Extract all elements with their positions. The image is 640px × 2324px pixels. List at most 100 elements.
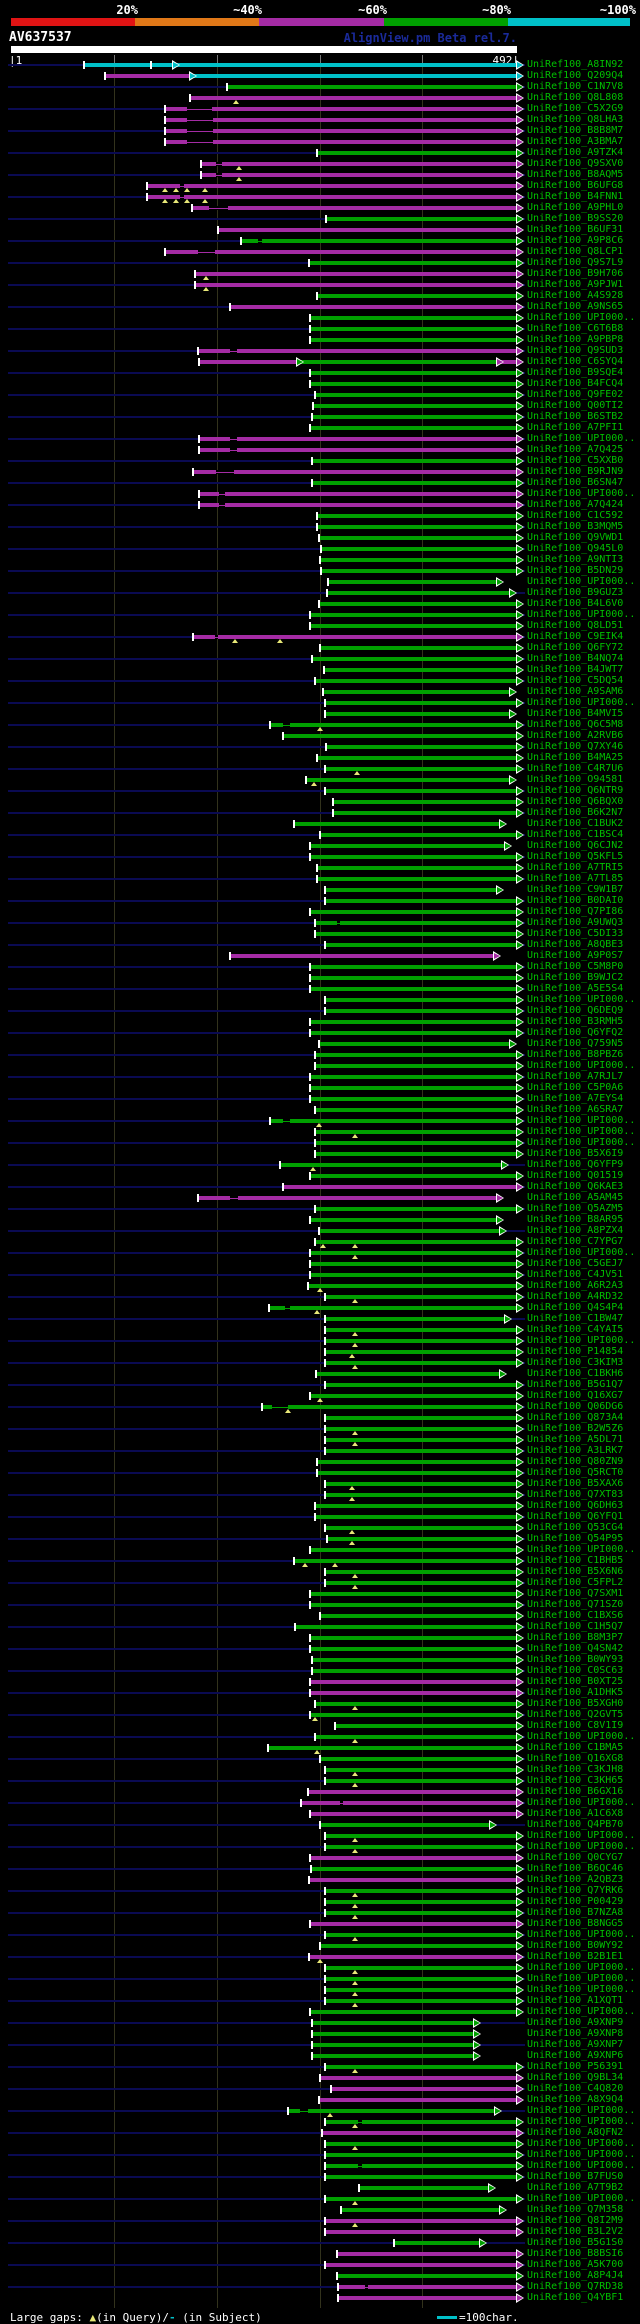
alignment-bar-segment[interactable] <box>198 1196 497 1200</box>
alignment-row[interactable]: UniRef100_C5DQ54 <box>0 675 640 687</box>
alignment-bar-segment[interactable] <box>325 2065 517 2069</box>
alignment-row[interactable]: UniRef100_C1BW47 <box>0 1313 640 1325</box>
hit-label[interactable]: UniRef100_B9GUZ3 <box>527 587 624 598</box>
alignment-row[interactable]: UniRef100_A1C6X8 <box>0 1808 640 1820</box>
alignment-bar-segment[interactable] <box>325 943 517 947</box>
alignment-bar-segment[interactable] <box>313 404 517 408</box>
hit-label[interactable]: UniRef100_B8PBZ6 <box>527 1049 624 1060</box>
alignment-bar-segment[interactable] <box>317 514 517 518</box>
hit-label[interactable]: UniRef100_Q9SXV0 <box>527 158 624 169</box>
hit-label[interactable]: UniRef100_UPI000.. <box>527 994 636 1005</box>
hit-label[interactable]: UniRef100_A7Q424 <box>527 499 624 510</box>
alignment-bar-segment[interactable] <box>315 1207 517 1211</box>
alignment-row[interactable]: UniRef100_C3KIM3 <box>0 1357 640 1369</box>
hit-label[interactable]: UniRef100_B5XAX6 <box>527 1478 624 1489</box>
alignment-bar-segment[interactable] <box>320 2076 517 2080</box>
alignment-row[interactable]: UniRef100_C1BKH6 <box>0 1368 640 1380</box>
hit-label[interactable]: UniRef100_UPI000.. <box>527 488 636 499</box>
alignment-bar-segment[interactable] <box>325 1416 517 1420</box>
hit-label[interactable]: UniRef100_C4Q820 <box>527 2083 624 2094</box>
alignment-bar-segment[interactable] <box>315 1240 517 1244</box>
alignment-bar-segment[interactable] <box>325 767 517 771</box>
alignment-row[interactable]: UniRef100_B2W5Z6 <box>0 1423 640 1435</box>
alignment-row[interactable]: UniRef100_UPI000.. <box>0 488 640 500</box>
alignment-bar-segment[interactable] <box>105 74 193 78</box>
hit-label[interactable]: UniRef100_B4NQ74 <box>527 653 624 664</box>
alignment-row[interactable]: UniRef100_B9RJN9 <box>0 466 640 478</box>
alignment-bar-segment[interactable] <box>325 1009 517 1013</box>
alignment-row[interactable]: UniRef100_Q9VWD1 <box>0 532 640 544</box>
alignment-row[interactable]: UniRef100_Q8L808 <box>0 92 640 104</box>
alignment-bar-segment[interactable] <box>325 998 517 1002</box>
hit-label[interactable]: UniRef100_Q16XG7 <box>527 1390 624 1401</box>
alignment-row[interactable]: UniRef100_Q01519 <box>0 1170 640 1182</box>
alignment-row[interactable]: UniRef100_Q4YBF1 <box>0 2292 640 2304</box>
hit-label[interactable]: UniRef100_Q6FY72 <box>527 642 624 653</box>
alignment-bar-segment[interactable] <box>310 1174 517 1178</box>
alignment-row[interactable]: UniRef100_Q54P95 <box>0 1533 640 1545</box>
alignment-row[interactable]: UniRef100_A5DL71 <box>0 1434 640 1446</box>
alignment-row[interactable]: UniRef100_P00429 <box>0 1896 640 1908</box>
alignment-row[interactable]: UniRef100_Q5AZM5 <box>0 1203 640 1215</box>
alignment-row[interactable]: UniRef100_A7RJL7 <box>0 1071 640 1083</box>
alignment-bar-segment[interactable] <box>310 965 517 969</box>
hit-label[interactable]: UniRef100_C5M8P0 <box>527 961 624 972</box>
alignment-bar-segment[interactable] <box>268 1746 517 1750</box>
alignment-row[interactable]: UniRef100_UPI000.. <box>0 609 640 621</box>
alignment-row[interactable]: UniRef100_A7T9B2 <box>0 2182 640 2194</box>
hit-label[interactable]: UniRef100_P00429 <box>527 1896 624 1907</box>
hit-label[interactable]: UniRef100_C1BKH6 <box>527 1368 624 1379</box>
alignment-bar-segment[interactable] <box>315 1702 517 1706</box>
alignment-bar-segment[interactable] <box>310 1603 517 1607</box>
hit-label[interactable]: UniRef100_UPI000.. <box>527 1115 636 1126</box>
hit-label[interactable]: UniRef100_Q9VWD1 <box>527 532 624 543</box>
hit-label[interactable]: UniRef100_A5E5S4 <box>527 983 624 994</box>
hit-label[interactable]: UniRef100_Q7PI86 <box>527 906 624 917</box>
alignment-bar-segment[interactable] <box>301 1801 517 1805</box>
hit-label[interactable]: UniRef100_Q80ZN9 <box>527 1456 624 1467</box>
alignment-row[interactable]: UniRef100_A9TZK4 <box>0 147 640 159</box>
alignment-bar-segment[interactable] <box>312 2043 474 2047</box>
hit-label[interactable]: UniRef100_UPI000.. <box>527 1544 636 1555</box>
alignment-bar-segment[interactable] <box>312 2032 474 2036</box>
alignment-bar-segment[interactable] <box>201 173 517 177</box>
alignment-row[interactable]: UniRef100_UPI000.. <box>0 312 640 324</box>
alignment-bar-segment[interactable] <box>199 437 517 441</box>
hit-label[interactable]: UniRef100_B0WY92 <box>527 1940 624 1951</box>
alignment-row[interactable]: UniRef100_A9P8C6 <box>0 235 640 247</box>
hit-label[interactable]: UniRef100_Q7RD38 <box>527 2281 624 2292</box>
alignment-bar-segment[interactable] <box>315 932 517 936</box>
alignment-bar-segment[interactable] <box>165 140 517 144</box>
alignment-row[interactable]: UniRef100_C9EIK4 <box>0 631 640 643</box>
hit-label[interactable]: UniRef100_B2B1E1 <box>527 1951 624 1962</box>
hit-label[interactable]: UniRef100_B3MQM5 <box>527 521 624 532</box>
alignment-bar-segment[interactable] <box>195 283 517 287</box>
alignment-bar-segment[interactable] <box>294 822 500 826</box>
alignment-row[interactable]: UniRef100_A9PBP8 <box>0 334 640 346</box>
alignment-row[interactable]: UniRef100_B5X6N6 <box>0 1566 640 1578</box>
alignment-bar-segment[interactable] <box>317 1471 517 1475</box>
alignment-bar-segment[interactable] <box>325 1328 517 1332</box>
hit-label[interactable]: UniRef100_A8P4J4 <box>527 2270 624 2281</box>
alignment-bar-segment[interactable] <box>315 1141 517 1145</box>
alignment-bar-segment[interactable] <box>325 2142 517 2146</box>
alignment-row[interactable]: UniRef100_UPI000.. <box>0 1544 640 1556</box>
alignment-row[interactable]: UniRef100_Q71SZ0 <box>0 1599 640 1611</box>
alignment-row[interactable]: UniRef100_UPI000.. <box>0 1335 640 1347</box>
alignment-bar-segment[interactable] <box>190 96 517 100</box>
alignment-bar-segment[interactable] <box>310 382 517 386</box>
hit-label[interactable]: UniRef100_UPI000.. <box>527 1841 636 1852</box>
hit-label[interactable]: UniRef100_A8IN92 <box>527 59 624 70</box>
alignment-bar-segment[interactable] <box>333 800 517 804</box>
hit-label[interactable]: UniRef100_Q6BQX0 <box>527 796 624 807</box>
alignment-row[interactable]: UniRef100_Q7YRK6 <box>0 1885 640 1897</box>
alignment-bar-segment[interactable] <box>312 481 517 485</box>
hit-label[interactable]: UniRef100_C5FPL2 <box>527 1577 624 1588</box>
alignment-bar-segment[interactable] <box>309 1955 517 1959</box>
hit-label[interactable]: UniRef100_A4RD32 <box>527 1291 624 1302</box>
hit-label[interactable]: UniRef100_UPI000.. <box>527 697 636 708</box>
alignment-row[interactable]: UniRef100_Q16XG7 <box>0 1390 640 1402</box>
alignment-row[interactable]: UniRef100_Q9S7L9 <box>0 257 640 269</box>
alignment-bar-segment[interactable] <box>325 1317 505 1321</box>
hit-label[interactable]: UniRef100_B4FCQ4 <box>527 378 624 389</box>
